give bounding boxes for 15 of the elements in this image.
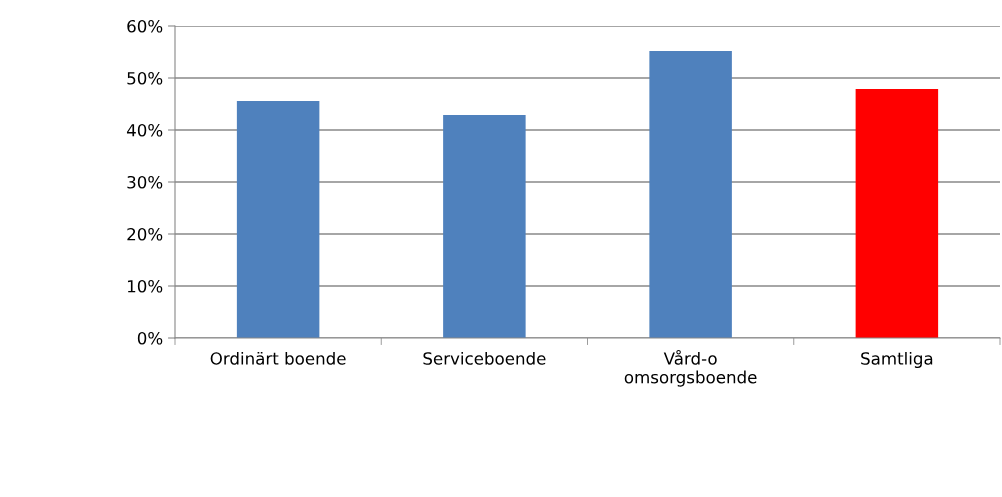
bar [649, 50, 732, 338]
y-tick-label: 60% [127, 19, 163, 33]
x-tick-label: Samtliga [861, 351, 933, 369]
x-tick-label: Serviceboende [423, 351, 546, 365]
y-tick-label: 0% [137, 331, 163, 345]
y-tick-label: 40% [126, 123, 163, 137]
bar [855, 88, 939, 338]
x-tick-label: Vård-o omsorgsboende [624, 349, 757, 387]
x-tick-label: Ordinärt boende [210, 351, 346, 365]
y-tick-label: 50% [127, 71, 163, 85]
bar [443, 114, 526, 338]
y-tick-label: 10% [127, 279, 163, 293]
y-tick-label: 20% [127, 227, 163, 241]
y-tick-label: 30% [127, 175, 163, 189]
bar [236, 100, 320, 338]
